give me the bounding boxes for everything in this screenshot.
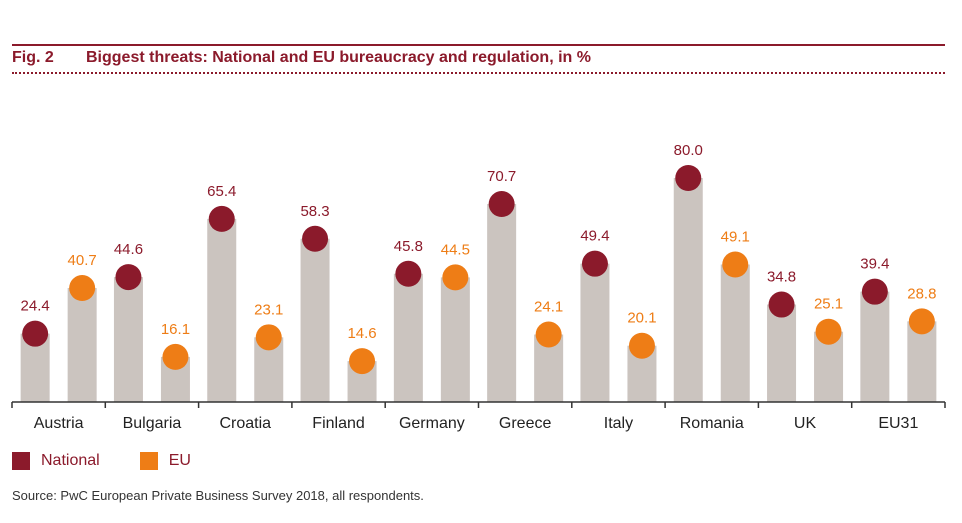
source-note: Source: PwC European Private Business Su…: [12, 488, 424, 503]
bar-eu-germany: [440, 277, 470, 402]
marker-eu-uk: [815, 318, 842, 345]
legend-label-national: National: [41, 452, 100, 469]
category-label-croatia: Croatia: [219, 415, 271, 432]
marker-national-bulgaria: [115, 264, 142, 291]
data-label-national-greece: 70.7: [487, 168, 516, 185]
bar-national-romania: [673, 178, 703, 402]
category-label-finland: Finland: [312, 415, 364, 432]
data-label-eu-italy: 20.1: [627, 310, 656, 327]
data-label-national-austria: 24.4: [21, 298, 50, 315]
category-label-bulgaria: Bulgaria: [123, 415, 182, 432]
category-label-greece: Greece: [499, 415, 552, 432]
bar-national-greece: [487, 204, 517, 402]
marker-eu-germany: [442, 264, 469, 291]
marker-national-austria: [22, 320, 49, 347]
marker-eu-greece: [535, 321, 562, 348]
figure-title: Fig. 2 Biggest threats: National and EU b…: [12, 49, 591, 67]
marker-national-germany: [395, 260, 422, 287]
legend-swatch-national: [12, 452, 30, 470]
bar-national-croatia: [207, 218, 237, 402]
data-label-national-bulgaria: 44.6: [114, 241, 143, 258]
bar-eu-romania: [720, 264, 750, 402]
marker-eu-finland: [349, 348, 376, 375]
marker-eu-romania: [722, 251, 749, 278]
data-label-eu-uk: 25.1: [814, 296, 843, 313]
marker-national-italy: [581, 250, 608, 277]
data-label-eu-eu31: 28.8: [907, 285, 936, 302]
data-label-national-eu31: 39.4: [860, 256, 889, 273]
data-label-national-romania: 80.0: [674, 142, 703, 159]
marker-eu-eu31: [908, 308, 935, 335]
bar-national-uk: [767, 304, 797, 402]
data-label-eu-croatia: 23.1: [254, 301, 283, 318]
category-label-uk: UK: [794, 415, 817, 432]
category-label-germany: Germany: [399, 415, 465, 432]
data-label-national-finland: 58.3: [300, 203, 329, 220]
data-label-eu-germany: 44.5: [441, 241, 470, 258]
bar-national-eu31: [860, 291, 890, 402]
title-dotted-rule: [12, 72, 945, 74]
data-label-eu-romania: 49.1: [721, 229, 750, 246]
bar-eu-eu31: [907, 321, 937, 402]
data-label-eu-bulgaria: 16.1: [161, 321, 190, 338]
category-label-austria: Austria: [34, 415, 84, 432]
marker-national-finland: [302, 225, 329, 252]
legend: National EU: [12, 452, 231, 470]
bar-chart: 24.4 40.7 Austria 44.6 16.1 Bulgaria 65.4 23.1 C…: [11, 142, 946, 432]
marker-eu-croatia: [255, 324, 282, 351]
bar-eu-austria: [67, 288, 97, 402]
legend-swatch-eu: [139, 452, 158, 470]
marker-national-eu31: [861, 278, 888, 305]
data-label-eu-finland: 14.6: [347, 325, 376, 342]
figure-title-text: Biggest threats: National and EU bureauc…: [86, 49, 591, 66]
marker-eu-austria: [69, 275, 96, 302]
title-top-rule: [12, 44, 945, 46]
bar-national-finland: [300, 238, 330, 402]
data-label-eu-austria: 40.7: [68, 252, 97, 269]
category-label-italy: Italy: [604, 415, 633, 432]
category-label-romania: Romania: [680, 415, 744, 432]
legend-label-eu: EU: [168, 452, 191, 469]
data-label-national-croatia: 65.4: [207, 183, 236, 200]
marker-national-uk: [768, 291, 795, 318]
data-label-eu-greece: 24.1: [534, 299, 563, 316]
bar-national-bulgaria: [113, 277, 143, 402]
marker-national-greece: [488, 191, 515, 218]
marker-eu-italy: [628, 332, 655, 359]
bar-national-germany: [393, 273, 423, 402]
data-label-national-germany: 45.8: [394, 238, 423, 255]
legend-item-national: National: [12, 452, 100, 470]
data-label-national-italy: 49.4: [580, 228, 609, 245]
marker-eu-bulgaria: [162, 343, 189, 370]
figure-number: Fig. 2: [12, 49, 54, 66]
data-label-national-uk: 34.8: [767, 269, 796, 286]
legend-item-eu: EU: [139, 452, 191, 470]
category-label-eu31: EU31: [878, 415, 918, 432]
marker-national-romania: [675, 165, 702, 191]
marker-national-croatia: [208, 205, 235, 232]
bar-national-italy: [580, 263, 610, 402]
